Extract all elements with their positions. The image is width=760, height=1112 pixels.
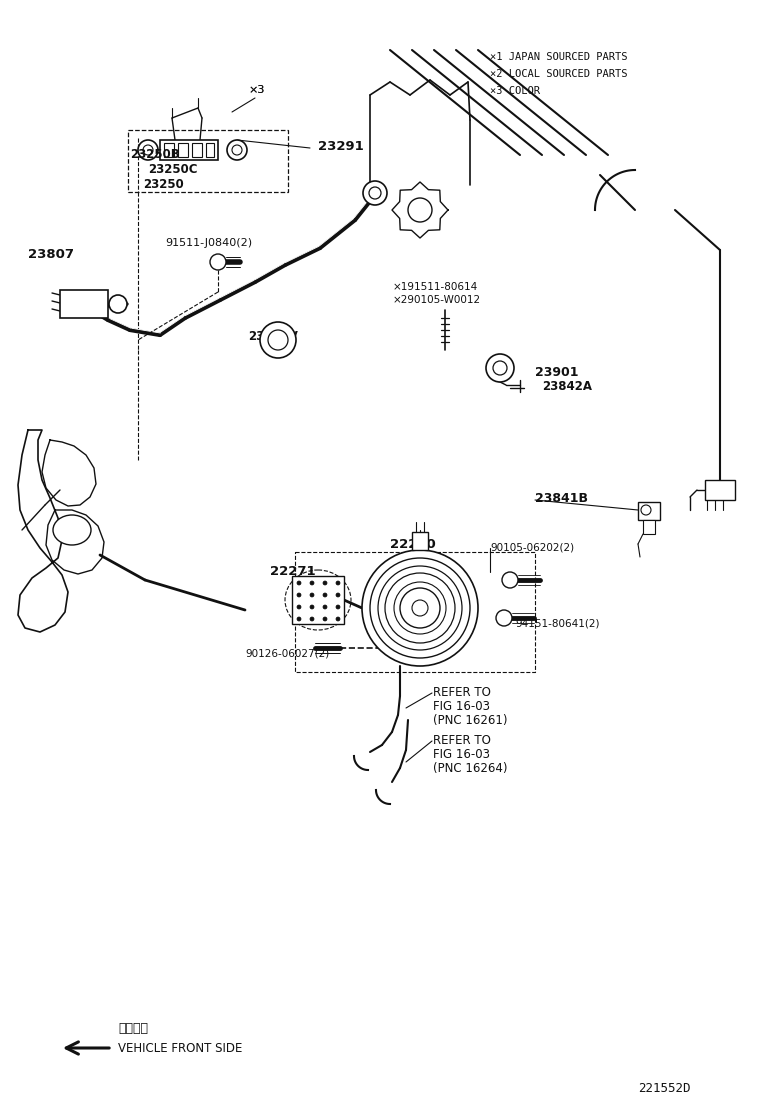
Bar bbox=[643, 520, 655, 534]
Text: FIG 16-03: FIG 16-03 bbox=[433, 699, 490, 713]
Circle shape bbox=[363, 181, 387, 205]
Text: 23291: 23291 bbox=[318, 140, 364, 153]
Bar bbox=[192, 143, 202, 157]
Circle shape bbox=[310, 580, 314, 585]
Circle shape bbox=[493, 361, 507, 375]
Bar bbox=[292, 576, 344, 624]
Bar bbox=[412, 532, 428, 550]
Text: ×290105-W0012: ×290105-W0012 bbox=[393, 295, 481, 305]
Circle shape bbox=[369, 187, 381, 199]
Circle shape bbox=[143, 145, 153, 155]
Circle shape bbox=[210, 254, 226, 270]
Bar bbox=[295, 552, 535, 672]
Text: 23842A: 23842A bbox=[542, 380, 592, 393]
Text: FIG 16-03: FIG 16-03 bbox=[433, 748, 490, 761]
Circle shape bbox=[260, 322, 296, 358]
Text: REFER TO: REFER TO bbox=[433, 686, 491, 699]
Text: 90105-06202(2): 90105-06202(2) bbox=[490, 542, 574, 552]
Bar bbox=[178, 143, 188, 157]
Circle shape bbox=[486, 354, 514, 383]
Circle shape bbox=[138, 140, 158, 160]
Circle shape bbox=[323, 593, 327, 597]
Circle shape bbox=[400, 588, 440, 628]
Text: ×3: ×3 bbox=[248, 85, 264, 95]
Bar bbox=[128, 130, 288, 192]
Ellipse shape bbox=[53, 515, 91, 545]
Circle shape bbox=[641, 505, 651, 515]
Circle shape bbox=[323, 605, 327, 609]
Text: 221552D: 221552D bbox=[638, 1082, 691, 1095]
Circle shape bbox=[323, 580, 327, 585]
Text: 23807: 23807 bbox=[28, 248, 74, 261]
Circle shape bbox=[336, 605, 340, 609]
Circle shape bbox=[336, 580, 340, 585]
Text: 22210: 22210 bbox=[390, 538, 435, 552]
Circle shape bbox=[227, 140, 247, 160]
Circle shape bbox=[297, 593, 301, 597]
Circle shape bbox=[370, 558, 470, 658]
Text: ×191511-80614: ×191511-80614 bbox=[393, 282, 478, 292]
Circle shape bbox=[336, 617, 340, 620]
Circle shape bbox=[385, 573, 455, 643]
Text: (PNC 16261): (PNC 16261) bbox=[433, 714, 508, 727]
Text: 23807V: 23807V bbox=[248, 330, 298, 342]
Text: ×2 LOCAL SOURCED PARTS: ×2 LOCAL SOURCED PARTS bbox=[490, 69, 628, 79]
Bar bbox=[638, 502, 660, 520]
Circle shape bbox=[323, 617, 327, 620]
Text: 23901: 23901 bbox=[535, 366, 578, 379]
Text: 23250B: 23250B bbox=[130, 148, 180, 161]
Circle shape bbox=[412, 600, 428, 616]
Bar bbox=[164, 143, 174, 157]
Circle shape bbox=[336, 593, 340, 597]
Text: 94151-80641(2): 94151-80641(2) bbox=[515, 618, 600, 628]
Circle shape bbox=[297, 580, 301, 585]
Bar bbox=[206, 143, 214, 157]
Circle shape bbox=[362, 550, 478, 666]
Text: ×3: ×3 bbox=[248, 85, 264, 95]
Circle shape bbox=[310, 593, 314, 597]
Text: 23250: 23250 bbox=[143, 178, 184, 191]
Text: ×3 COLOR: ×3 COLOR bbox=[490, 86, 540, 96]
Bar bbox=[705, 480, 735, 500]
Text: 90126-06027(2): 90126-06027(2) bbox=[245, 648, 329, 658]
Text: REFER TO: REFER TO bbox=[433, 734, 491, 747]
Text: 23841B: 23841B bbox=[535, 492, 588, 505]
Circle shape bbox=[109, 295, 127, 312]
Text: ×1 JAPAN SOURCED PARTS: ×1 JAPAN SOURCED PARTS bbox=[490, 52, 628, 62]
Text: 22271: 22271 bbox=[270, 565, 315, 578]
Circle shape bbox=[310, 605, 314, 609]
Circle shape bbox=[297, 605, 301, 609]
Circle shape bbox=[408, 198, 432, 222]
Circle shape bbox=[297, 617, 301, 620]
Circle shape bbox=[232, 145, 242, 155]
Bar bbox=[60, 290, 108, 318]
Circle shape bbox=[310, 617, 314, 620]
Text: 23250C: 23250C bbox=[148, 163, 198, 176]
Bar bbox=[160, 140, 218, 160]
Circle shape bbox=[502, 572, 518, 588]
Text: 91511-J0840(2): 91511-J0840(2) bbox=[165, 238, 252, 248]
Text: 車面前方: 車面前方 bbox=[118, 1022, 148, 1035]
Circle shape bbox=[496, 610, 512, 626]
Text: VEHICLE FRONT SIDE: VEHICLE FRONT SIDE bbox=[118, 1042, 242, 1054]
Circle shape bbox=[268, 330, 288, 350]
Text: (PNC 16264): (PNC 16264) bbox=[433, 762, 508, 775]
Circle shape bbox=[394, 582, 446, 634]
Circle shape bbox=[378, 566, 462, 651]
